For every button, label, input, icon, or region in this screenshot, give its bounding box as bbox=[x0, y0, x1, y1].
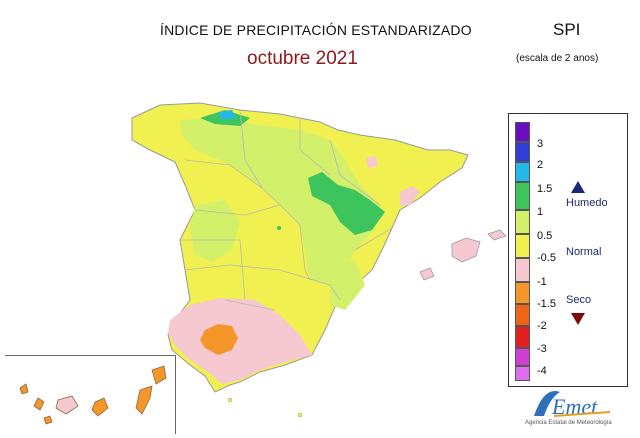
legend-color-7 bbox=[515, 258, 530, 282]
wet-spot-center bbox=[277, 226, 281, 230]
map-subtitle: octubre 2021 bbox=[247, 48, 358, 69]
wet-arrow-icon bbox=[571, 181, 585, 193]
legend-color-11 bbox=[515, 348, 530, 366]
legend-tick: 3 bbox=[537, 138, 544, 150]
canary-inset-frame bbox=[5, 355, 176, 434]
melilla bbox=[297, 412, 303, 418]
legend-tick: -2 bbox=[537, 320, 547, 332]
wet-spot-cantabria bbox=[218, 110, 236, 120]
legend-label-dry: Seco bbox=[566, 294, 592, 306]
legend-color-1 bbox=[515, 122, 530, 142]
legend-color-9 bbox=[515, 304, 530, 326]
legend-tick: -1 bbox=[537, 276, 547, 288]
legend-tick: 1 bbox=[537, 206, 544, 218]
aemet-logo: Emet bbox=[534, 391, 611, 419]
legend-tick: -0.5 bbox=[537, 252, 556, 264]
index-name: SPI bbox=[553, 20, 581, 39]
legend-tick: -4 bbox=[537, 365, 547, 377]
dry-zone-southwest bbox=[168, 298, 312, 384]
dry-zone-pyrenees bbox=[366, 156, 378, 168]
legend-color-5 bbox=[515, 210, 530, 234]
legend: 3 2 1.5 1 0.5 -0.5 -1 -1.5 -2 -3 -4 Hume… bbox=[508, 113, 628, 387]
legend-tick: -3 bbox=[537, 343, 547, 355]
legend-label-wet: Humedo bbox=[566, 197, 608, 209]
legend-tick: 2 bbox=[537, 159, 544, 171]
normal-wet-zone-west bbox=[190, 200, 240, 262]
dry-arrow-icon bbox=[571, 313, 585, 325]
legend-color-12 bbox=[515, 366, 530, 381]
legend-color-4 bbox=[515, 182, 530, 210]
wet-zone-iberian bbox=[308, 172, 385, 235]
legend-color-10 bbox=[515, 326, 530, 348]
legend-label-normal: Normal bbox=[566, 246, 602, 258]
normal-wet-zone-north bbox=[180, 118, 380, 285]
index-scale: (escala de 2 anos) bbox=[516, 53, 599, 64]
legend-tick: -1.5 bbox=[537, 298, 556, 310]
very-dry-zone-andalusia bbox=[200, 324, 238, 355]
legend-color-3 bbox=[515, 162, 530, 182]
balearic-mallorca bbox=[451, 237, 481, 263]
map-title: ÍNDICE DE PRECIPITACIÓN ESTANDARIZADO bbox=[160, 22, 472, 38]
legend-color-8 bbox=[515, 282, 530, 304]
legend-tick: 1.5 bbox=[537, 183, 553, 195]
legend-color-2 bbox=[515, 142, 530, 162]
balearic-ibiza bbox=[419, 267, 435, 281]
region-boundaries bbox=[180, 109, 393, 311]
logo-caption: Agencia Estatal de Meteorología bbox=[525, 420, 612, 426]
balearic-menorca bbox=[487, 229, 507, 241]
legend-color-6 bbox=[515, 234, 530, 258]
canary-islands bbox=[19, 365, 167, 425]
ceuta bbox=[227, 397, 233, 403]
legend-tick: 0.5 bbox=[537, 230, 553, 242]
dry-zone-catalonia bbox=[400, 186, 420, 206]
